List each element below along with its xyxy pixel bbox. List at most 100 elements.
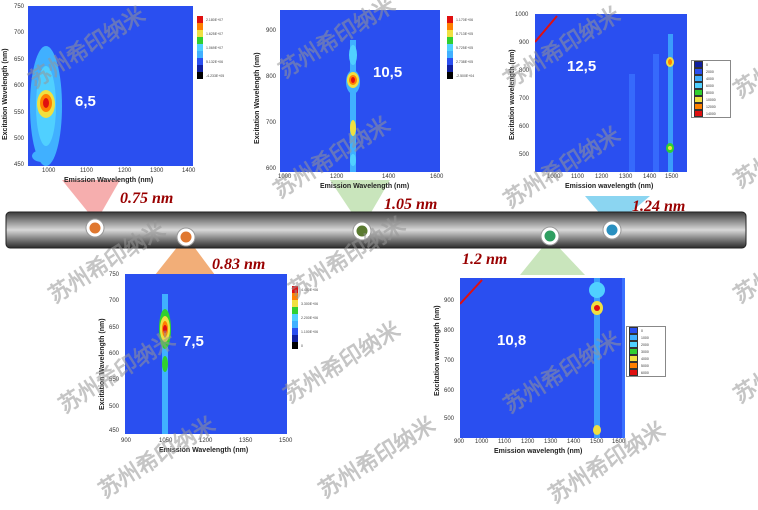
legend-label: 5000 (641, 363, 649, 368)
x-tick: 1300 (150, 168, 164, 174)
legend-label: 4000 (641, 356, 649, 361)
ring-7-5 (176, 227, 196, 247)
y-tick: 600 (109, 351, 120, 357)
x-tick: 1000 (475, 439, 489, 445)
legend-label: 10000 (706, 97, 716, 102)
y-tick: 700 (109, 298, 120, 304)
y-tick: 600 (444, 388, 455, 394)
diameter-label-7-5: 0.83 nm (212, 256, 266, 273)
chirality-label-10-5: 10,5 (373, 64, 403, 81)
y-tick: 650 (14, 57, 25, 63)
colorbar-label: 5.132E+06 (206, 59, 224, 64)
y-tick: 600 (14, 83, 25, 89)
ring-6-5 (85, 218, 105, 238)
y-tick: 800 (444, 328, 455, 334)
legend-label: 6000 (641, 370, 649, 375)
x-tick: 1200 (199, 438, 213, 444)
panel-12-5: 12,5 1000 900 800 700 600 500 1000 1100 … (505, 0, 758, 200)
x-axis-label: Emission Wavelength (nm) (64, 177, 154, 184)
ring-12-5 (602, 220, 622, 240)
legend-label: 14000 (706, 111, 716, 116)
legend-label: 0 (641, 328, 643, 333)
connector-7-5 (155, 236, 215, 275)
x-tick: 1200 (521, 439, 535, 445)
colorbar-label: -4.233E+05 (206, 73, 225, 78)
y-tick: 700 (14, 30, 25, 36)
legend-label: 3000 (641, 349, 649, 354)
x-tick: 1300 (619, 174, 633, 180)
x-axis-label: Emission wavelength (nm) (494, 448, 583, 455)
x-tick: 1200 (330, 174, 344, 180)
diameter-label-6-5: 0.75 nm (120, 190, 174, 207)
legend-12-5: 0 2000 4000 6000 8000 10000 12000 14000 (691, 60, 731, 118)
panel-7-5: 7,5 750 700 650 600 550 500 450 900 1050… (95, 270, 325, 464)
legend-10-8: 0 1000 2000 3000 4000 5000 6000 (626, 326, 666, 377)
x-tick: 1200 (595, 174, 609, 180)
colorbar-label: 4.400E+06 (301, 287, 319, 292)
colorbar-label: 2.738E+05 (456, 59, 474, 64)
chirality-label-6-5: 6,5 (75, 93, 96, 110)
x-tick: 1500 (590, 439, 604, 445)
legend-label: 1000 (641, 335, 649, 340)
legend-label: 4000 (706, 76, 714, 81)
pl-map-7-5 (125, 274, 287, 434)
colorbar-label: 5.725E+05 (456, 45, 474, 50)
y-tick: 600 (266, 166, 277, 172)
y-tick: 650 (109, 325, 120, 331)
y-tick: 900 (444, 298, 455, 304)
colorbar-label: 0 (301, 343, 303, 348)
y-axis-label: Excitation wavelength (nm) (509, 49, 516, 140)
x-tick: 1000 (42, 168, 56, 174)
connector-10-8 (520, 238, 585, 275)
x-tick: 1100 (80, 168, 93, 174)
x-tick: 900 (121, 438, 132, 444)
ring-10-8 (540, 226, 560, 246)
y-tick: 600 (519, 124, 530, 130)
x-axis-label: Emission Wavelength (nm) (320, 183, 410, 190)
colorbar-10-5: 1.170E+06 8.713E+05 5.725E+05 2.738E+05 … (447, 16, 474, 79)
y-tick: 500 (519, 152, 530, 158)
legend-label: 2000 (641, 342, 649, 347)
x-tick: 1500 (665, 174, 679, 180)
pl-map-10-8 (460, 278, 625, 438)
legend-label: 8000 (706, 90, 714, 95)
y-tick: 900 (519, 40, 530, 46)
y-tick: 550 (14, 110, 25, 116)
y-tick: 900 (266, 28, 277, 34)
y-tick: 500 (14, 136, 25, 142)
y-tick: 800 (519, 68, 530, 74)
nanotube-bar (5, 180, 747, 275)
ring-10-5 (352, 221, 372, 241)
pl-map-6-5 (28, 6, 193, 166)
x-tick: 1400 (567, 439, 581, 445)
legend-label: 2000 (706, 69, 714, 74)
x-tick: 1100 (571, 174, 584, 180)
y-tick: 700 (266, 120, 277, 126)
legend-label: 0 (706, 62, 708, 67)
y-axis-label: Excitation Wavelength (nm) (99, 318, 106, 410)
x-tick: 1400 (182, 168, 196, 174)
legend-label: 6000 (706, 83, 714, 88)
colorbar-label: 1.625E+07 (206, 31, 224, 36)
x-tick: 1400 (382, 174, 396, 180)
y-axis-label: Excitation wavelength (nm) (434, 305, 441, 396)
y-axis-label: Excitation Wavelength (nm) (2, 48, 9, 140)
x-tick: 1600 (612, 439, 626, 445)
colorbar-6-5: 2.180E+07 1.625E+07 1.069E+07 5.132E+06 … (197, 16, 224, 79)
panel-10-5: 10,5 900 800 700 600 1000 1200 1400 1600… (250, 0, 500, 195)
x-tick: 1100 (498, 439, 511, 445)
pl-map-12-5 (535, 14, 687, 172)
connector-10-5 (330, 180, 390, 228)
connector-6-5 (62, 180, 120, 222)
colorbar-7-5: 4.400E+06 3.300E+06 2.200E+06 1.100E+06 … (292, 286, 318, 349)
x-tick: 1200 (118, 168, 132, 174)
y-tick: 500 (109, 404, 120, 410)
colorbar-label: 1.100E+06 (301, 329, 319, 334)
x-tick: 1400 (643, 174, 657, 180)
y-axis-label: Excitation Wavelength (nm) (254, 52, 261, 144)
colorbar-label: 1.170E+06 (456, 17, 474, 22)
y-tick: 1000 (515, 12, 529, 18)
x-tick: 900 (454, 439, 465, 445)
legend-label: 12000 (706, 104, 716, 109)
colorbar-label: 1.069E+07 (206, 45, 224, 50)
